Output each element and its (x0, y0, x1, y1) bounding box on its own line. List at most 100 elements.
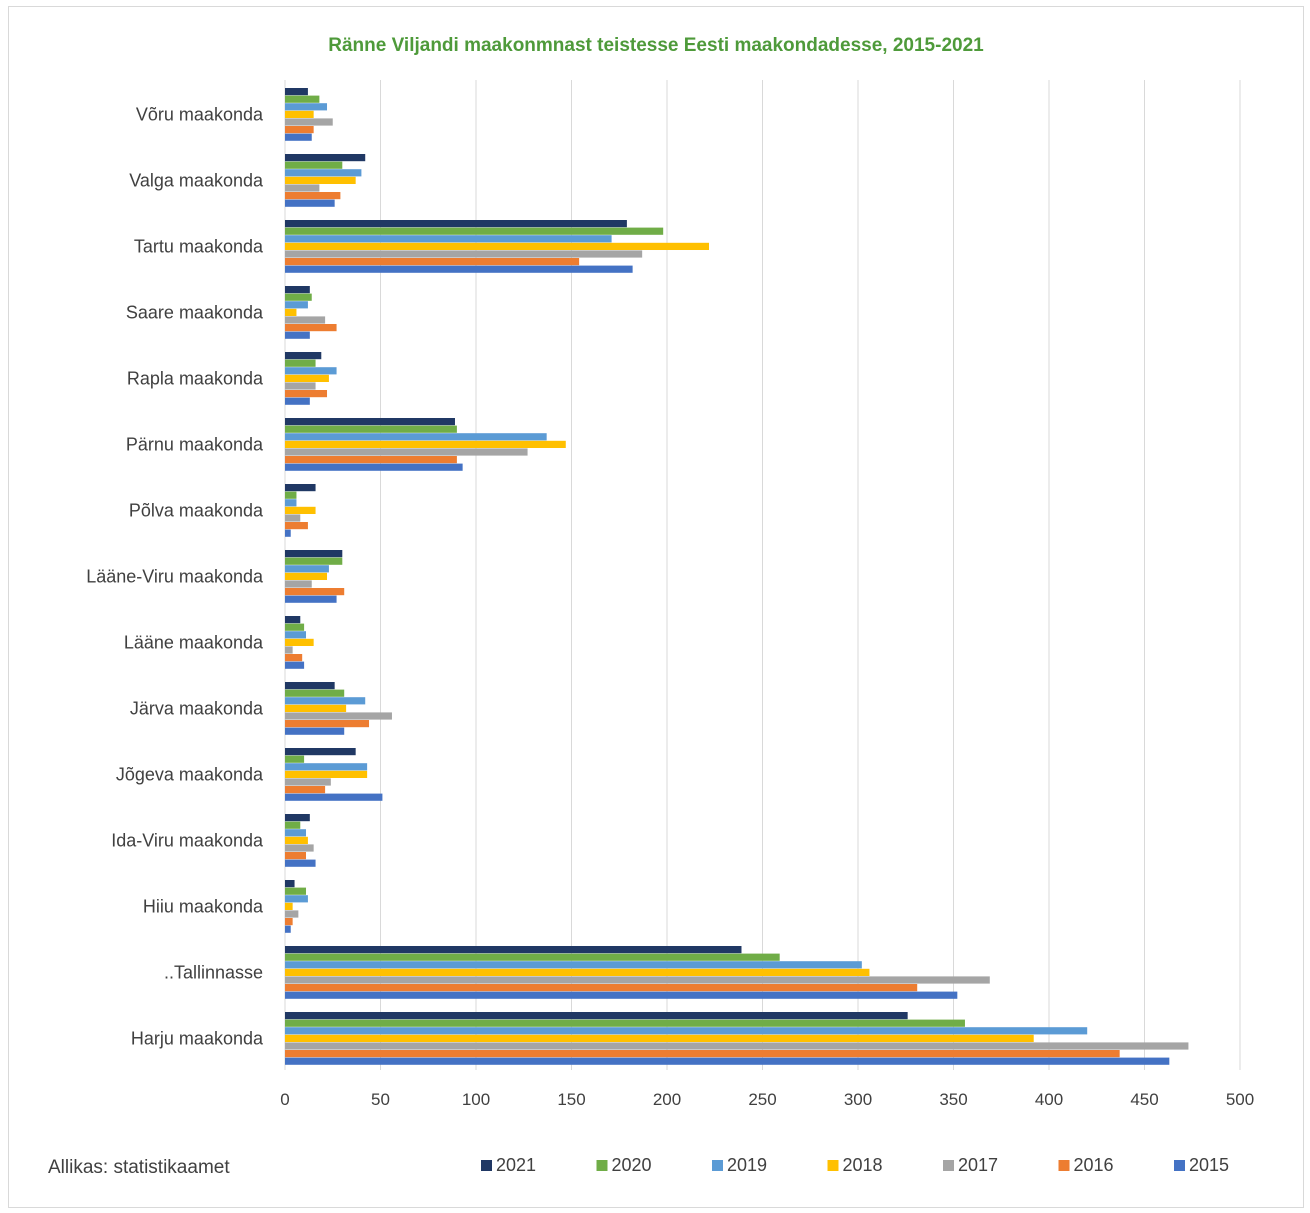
bar (285, 1042, 1189, 1050)
bar (285, 506, 316, 514)
bar (285, 623, 305, 631)
bar (285, 976, 990, 984)
category-labels: Võru maakonda Valga maakonda Tartu maakond… (86, 105, 264, 1049)
bar (285, 308, 297, 316)
bar (285, 557, 343, 565)
bar (285, 902, 293, 910)
category-label: Järva maakonda (130, 699, 264, 719)
legend-label: 2019 (727, 1155, 767, 1175)
bar (285, 199, 335, 207)
bar (285, 118, 333, 126)
bar (285, 1050, 1120, 1058)
bar (285, 588, 345, 596)
source-note: Allikas: statistikaamet (48, 1157, 230, 1178)
x-tick-label: 300 (844, 1090, 872, 1109)
category-label: Jõgeva maakonda (116, 765, 264, 785)
bar (285, 968, 870, 976)
legend-label: 2017 (958, 1155, 998, 1175)
bar (285, 390, 328, 398)
bar (285, 844, 314, 852)
bar (285, 154, 366, 162)
bar (285, 565, 329, 573)
bar (285, 514, 301, 522)
category-label: Võru maakonda (136, 105, 264, 125)
bar (285, 918, 293, 926)
bar (285, 1057, 1170, 1065)
bar (285, 265, 633, 273)
bar (285, 550, 343, 558)
bar (285, 616, 301, 624)
bar (285, 235, 612, 243)
bar (285, 95, 320, 103)
bar (285, 953, 780, 961)
bar (285, 324, 337, 332)
bar (285, 293, 312, 301)
bar (285, 755, 305, 763)
x-tick-label: 400 (1035, 1090, 1063, 1109)
legend-label: 2016 (1074, 1155, 1114, 1175)
bars-layer (285, 88, 1189, 1065)
legend-label: 2015 (1189, 1155, 1229, 1175)
bar (285, 984, 918, 992)
bar (285, 793, 383, 801)
bar (285, 227, 664, 235)
bar (285, 910, 299, 918)
bar (285, 192, 341, 200)
legend-label: 2021 (496, 1155, 536, 1175)
category-label: Rapla maakonda (127, 369, 264, 389)
bar (285, 352, 322, 360)
bar (285, 382, 316, 390)
bar (285, 821, 301, 829)
bar (285, 712, 392, 720)
category-label: Hiiu maakonda (143, 897, 264, 917)
bar (285, 331, 310, 339)
bar (285, 456, 457, 464)
bar (285, 499, 297, 507)
x-tick-label: 150 (557, 1090, 585, 1109)
bar (285, 161, 343, 169)
bar (285, 418, 455, 426)
bar (285, 991, 958, 999)
bar (285, 880, 295, 888)
bar (285, 1027, 1088, 1035)
bar (285, 1012, 908, 1020)
bar (285, 250, 643, 258)
bar (285, 529, 291, 537)
bar (285, 242, 710, 250)
bar (285, 852, 307, 860)
bar (285, 301, 308, 309)
bar (285, 425, 457, 433)
category-label: Pärnu maakonda (126, 435, 264, 455)
bar (285, 689, 345, 697)
legend-swatch (1174, 1160, 1185, 1171)
bar (285, 374, 329, 382)
legend-swatch (481, 1160, 492, 1171)
bar (285, 491, 297, 499)
x-tick-label: 250 (748, 1090, 776, 1109)
x-tick-label: 100 (462, 1090, 490, 1109)
bar (285, 763, 368, 771)
bar (285, 359, 316, 367)
bar (285, 440, 566, 448)
bar (285, 88, 308, 96)
bar (285, 682, 335, 690)
bar (285, 463, 463, 471)
bar (285, 316, 326, 324)
bar (285, 1019, 965, 1027)
bar (285, 946, 742, 954)
bar (285, 748, 356, 756)
bar (285, 961, 862, 969)
x-tick-label: 50 (371, 1090, 390, 1109)
bar (285, 661, 305, 669)
bar (285, 638, 314, 646)
legend-swatch (712, 1160, 723, 1171)
category-label: Ida-Viru maakonda (111, 831, 264, 851)
legend: 2021 2020 2019 2018 2017 2016 2015 (481, 1155, 1229, 1175)
legend-label: 2018 (843, 1155, 883, 1175)
category-label: Valga maakonda (129, 171, 264, 191)
bar (285, 522, 308, 530)
x-tick-label: 450 (1130, 1090, 1158, 1109)
bar (285, 778, 331, 786)
bar (285, 697, 366, 705)
